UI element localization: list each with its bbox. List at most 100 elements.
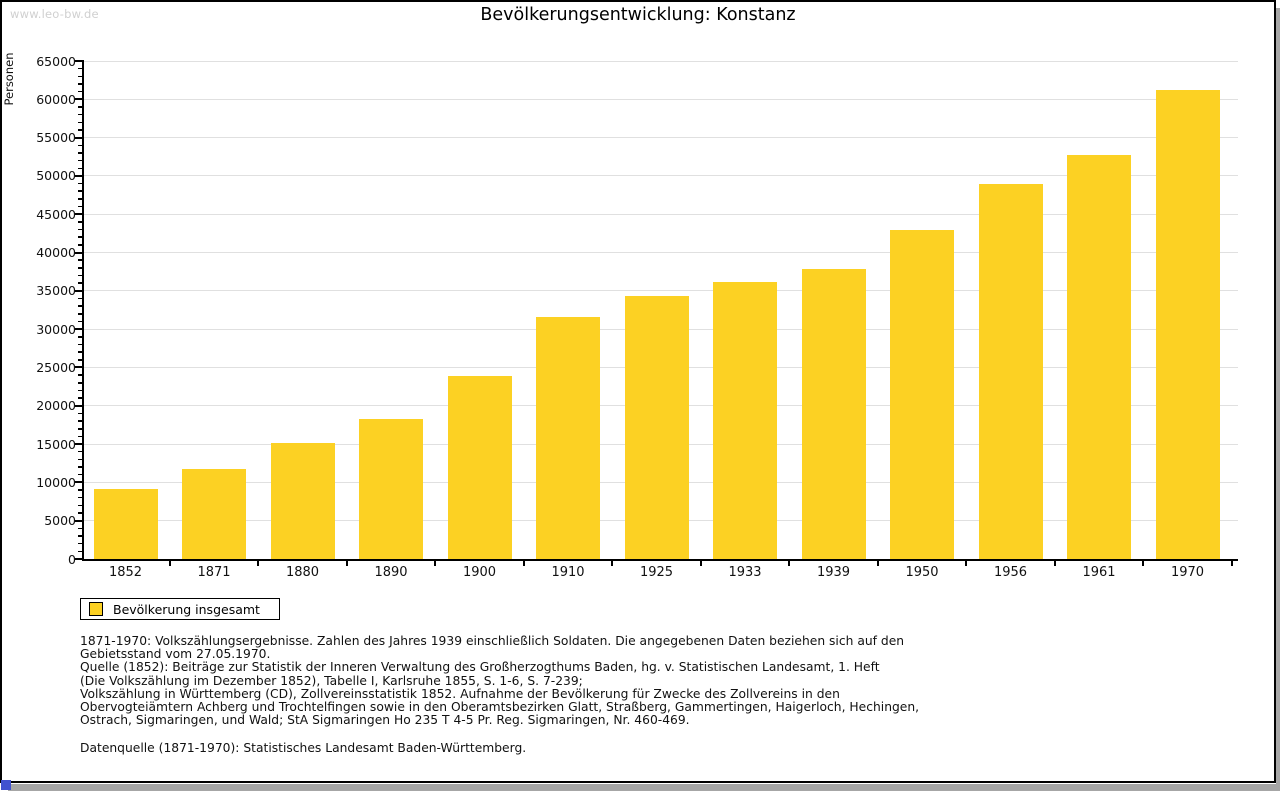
y-minor-tick — [78, 297, 82, 300]
y-minor-tick — [78, 152, 82, 154]
y-minor-tick — [78, 542, 82, 545]
y-minor-tick — [78, 129, 82, 131]
y-minor-tick — [78, 236, 82, 238]
gridline — [84, 175, 1238, 177]
y-tick-label-45000: 45000 — [36, 206, 76, 222]
x-tick — [522, 561, 525, 566]
y-minor-tick — [78, 305, 82, 307]
legend-swatch-icon — [89, 602, 103, 616]
footnotes: 1871-1970: Volkszählungsergebnisse. Zahl… — [80, 634, 920, 728]
y-minor-tick — [78, 382, 82, 384]
gridline — [84, 137, 1238, 139]
x-tick-label-1939: 1939 — [816, 565, 851, 580]
bar-1852[interactable] — [93, 488, 158, 559]
footnote-line: (Die Volkszählung im Dezember 1852), Tab… — [80, 673, 583, 688]
y-minor-tick — [78, 121, 82, 124]
window-shadow-right — [1276, 8, 1280, 789]
y-major-tick — [75, 328, 82, 331]
y-tick-label-50000: 50000 — [36, 168, 76, 184]
y-major-tick — [75, 443, 82, 446]
datasource-line: Datenquelle (1871-1970): Statistisches L… — [80, 741, 527, 755]
bar-1956[interactable] — [978, 183, 1043, 559]
y-major-tick — [75, 404, 82, 407]
x-tick-label-1871: 1871 — [197, 565, 231, 580]
y-minor-tick — [78, 535, 82, 537]
watermark-leo-bw: www.leo-bw.de — [10, 7, 99, 21]
bar-1961[interactable] — [1067, 155, 1131, 559]
y-minor-tick — [78, 435, 82, 438]
gridline — [84, 98, 1238, 100]
bar-1880[interactable] — [270, 442, 335, 559]
y-minor-tick — [78, 205, 82, 208]
y-minor-tick — [78, 397, 82, 399]
y-minor-tick — [78, 504, 82, 507]
x-tick — [1142, 561, 1145, 566]
bar-1871[interactable] — [182, 468, 246, 559]
y-minor-tick — [78, 106, 82, 108]
y-tick-label-25000: 25000 — [36, 359, 76, 375]
x-tick — [257, 561, 260, 566]
y-minor-tick — [78, 320, 82, 323]
y-minor-tick — [78, 274, 82, 277]
bottom-left-corner-marker — [1, 780, 11, 790]
y-major-tick — [75, 519, 82, 522]
y-minor-tick — [78, 228, 82, 231]
x-axis-line — [82, 559, 1238, 561]
x-tick-label-1950: 1950 — [905, 565, 939, 580]
y-tick-label-10000: 10000 — [36, 474, 76, 490]
y-minor-tick — [78, 313, 82, 315]
y-minor-tick — [78, 167, 82, 169]
footnote-line: Obervogteiämtern Achberg und Trochtelfin… — [80, 700, 920, 715]
y-minor-tick — [78, 83, 82, 85]
y-tick-label-20000: 20000 — [36, 398, 76, 414]
y-minor-tick — [78, 512, 82, 514]
y-minor-tick — [78, 351, 82, 353]
footnote-line: 1871-1970: Volkszählungsergebnisse. Zahl… — [80, 634, 905, 648]
y-minor-tick — [78, 282, 82, 284]
x-tick — [699, 561, 702, 566]
y-tick-label-0: 0 — [68, 551, 76, 567]
y-minor-tick — [78, 190, 82, 192]
y-major-tick — [75, 60, 82, 62]
bar-1890[interactable] — [359, 418, 423, 559]
y-minor-tick — [78, 466, 82, 468]
y-minor-tick — [78, 550, 82, 553]
y-minor-tick — [78, 412, 82, 415]
x-tick-label-1890: 1890 — [374, 565, 408, 580]
y-major-tick — [75, 136, 82, 139]
x-tick — [1053, 561, 1056, 566]
bar-1925[interactable] — [624, 296, 689, 559]
x-tick — [1230, 561, 1233, 566]
legend-label: Bevölkerung insgesamt — [113, 601, 260, 617]
x-tick — [434, 561, 437, 566]
x-tick-label-1925: 1925 — [639, 565, 674, 580]
y-minor-tick — [78, 336, 82, 338]
footnote-line: Volkszählung in Württemberg (CD), Zollve… — [80, 686, 840, 701]
y-minor-tick — [78, 267, 82, 269]
y-major-tick — [75, 481, 82, 484]
bar-1970[interactable] — [1155, 90, 1220, 559]
footnote-line: Ostrach, Sigmaringen, und Wald; StA Sigm… — [80, 713, 690, 728]
x-tick-label-1961: 1961 — [1082, 565, 1116, 580]
bar-1933[interactable] — [713, 281, 777, 559]
bar-1910[interactable] — [536, 316, 600, 559]
y-tick-label-40000: 40000 — [36, 245, 76, 261]
bar-1900[interactable] — [447, 375, 512, 559]
bar-1939[interactable] — [801, 269, 866, 559]
y-minor-tick — [78, 473, 82, 476]
y-major-tick — [75, 289, 82, 292]
bar-1950[interactable] — [890, 229, 954, 559]
x-tick — [168, 561, 171, 566]
y-minor-tick — [78, 489, 82, 491]
y-minor-tick — [78, 67, 82, 70]
y-minor-tick — [78, 374, 82, 376]
x-tick — [965, 561, 968, 566]
y-minor-tick — [78, 343, 82, 346]
y-major-tick — [75, 213, 82, 216]
x-tick — [345, 561, 348, 566]
y-tick-label-30000: 30000 — [36, 321, 76, 337]
y-minor-tick — [78, 90, 82, 93]
y-minor-tick — [78, 496, 82, 499]
y-minor-tick — [78, 420, 82, 422]
